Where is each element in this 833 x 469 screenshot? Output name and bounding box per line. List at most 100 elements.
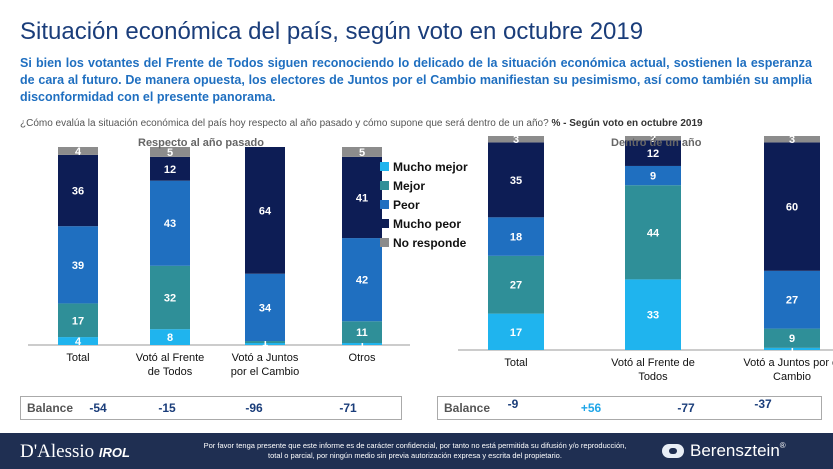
bar-value-label: 12 (647, 148, 659, 160)
bar-value-label: 27 (510, 280, 522, 292)
balance-value: -54 (89, 401, 107, 415)
bar-segment-no-responde (150, 147, 190, 157)
bar-segment-no-responde (488, 136, 544, 143)
bar-value-label: 1 (262, 337, 268, 349)
bar-segment-mucho-mejor (58, 337, 98, 345)
legend-item-mejor: Mejor (380, 176, 468, 195)
bar-value-label: 34 (259, 302, 272, 314)
bar-value-label: 12 (164, 164, 176, 176)
bar-value-label: 1 (359, 339, 365, 351)
category-tick-label: Otros (349, 352, 376, 364)
bar-value-label: 9 (789, 333, 795, 345)
legend-swatch (380, 219, 389, 228)
bar-segment-mejor (488, 255, 544, 314)
bar-value-label: 33 (647, 310, 659, 322)
bar-segment-no-responde (764, 136, 820, 143)
balance-value: -71 (339, 401, 357, 415)
bar-value-label: 27 (786, 295, 798, 307)
bar-segment-mucho-peor (342, 156, 382, 239)
bar-segment-no-responde (342, 147, 382, 157)
legend-item-mucho-peor: Mucho peor (380, 214, 468, 233)
bar-segment-mucho-peor (58, 154, 98, 227)
bar-value-label: 17 (72, 315, 84, 327)
category-tick-label: Votó al Frente de (611, 357, 695, 369)
category-tick-label: Votó a Juntos por el (743, 357, 833, 369)
bar-segment-peor (488, 217, 544, 256)
bar-value-label: 3 (789, 134, 795, 146)
bar-value-label: 18 (510, 232, 522, 244)
bar-value-label: 35 (510, 175, 522, 187)
bar-value-label: 43 (164, 218, 176, 230)
bar-segment-peor (625, 165, 681, 186)
balance-value: -96 (245, 401, 263, 415)
bar-value-label: 39 (72, 260, 84, 272)
bar-value-label: 1 (262, 339, 268, 351)
balance-value: -77 (677, 401, 695, 415)
bar-segment-peor (764, 270, 820, 329)
bar-segment-mucho-peor (625, 140, 681, 166)
bar-segment-mucho-peor (764, 142, 820, 271)
balance-box-right: Balance (437, 396, 822, 420)
left-chart-title: Respecto al año pasado (138, 137, 264, 149)
bar-value-label: 8 (167, 332, 173, 344)
bar-value-label: 11 (356, 327, 368, 339)
bar-value-label: 36 (72, 186, 84, 198)
bar-segment-mejor (150, 265, 190, 330)
legend-swatch (380, 200, 389, 209)
bar-segment-mejor (58, 303, 98, 338)
category-tick-label: Todos (638, 371, 668, 383)
bar-value-label: 5 (167, 147, 173, 159)
bar-segment-mucho-mejor (150, 329, 190, 345)
chart-legend: Mucho mejor Mejor Peor Mucho peor No res… (380, 157, 468, 252)
bar-value-label: 5 (359, 147, 365, 159)
bar-segment-no-responde (625, 136, 681, 141)
balance-label: Balance (27, 401, 74, 415)
bar-segment-mejor (625, 185, 681, 280)
legend-item-mucho-mejor: Mucho mejor (380, 157, 468, 176)
bar-value-label: 2 (650, 133, 656, 145)
bar-segment-mucho-mejor (342, 343, 382, 345)
balance-box-left: Balance (20, 396, 402, 420)
category-tick-label: Votó al Frente (136, 352, 205, 364)
bar-segment-mucho-peor (245, 147, 285, 274)
right-chart-title: Dentro de un año (611, 137, 702, 149)
page-title: Situación económica del país, según voto… (20, 18, 644, 45)
bar-segment-peor (245, 273, 285, 342)
bar-segment-mejor (764, 328, 820, 348)
bar-value-label: 60 (786, 202, 798, 214)
survey-question: ¿Cómo evalúa la situación económica del … (20, 118, 703, 129)
category-tick-label: de Todos (148, 366, 193, 378)
bar-segment-mucho-peor (488, 142, 544, 218)
legend-item-no-responde: No responde (380, 233, 468, 252)
bar-segment-mucho-mejor (488, 313, 544, 350)
category-tick-label: Cambio (773, 371, 811, 383)
bar-value-label: 64 (259, 205, 272, 217)
legend-swatch (380, 238, 389, 247)
bar-value-label: 44 (647, 227, 660, 239)
bar-segment-peor (58, 226, 98, 304)
bar-segment-peor (150, 180, 190, 266)
bar-segment-mejor (342, 321, 382, 344)
bar-segment-mejor (245, 341, 285, 344)
bar-segment-mucho-mejor (245, 343, 285, 345)
category-tick-label: por el Cambio (231, 366, 299, 378)
balance-value: -37 (754, 397, 772, 411)
category-tick-label: Total (66, 352, 89, 364)
bar-value-label: 1 (789, 344, 795, 356)
category-tick-label: Total (504, 357, 527, 369)
bar-value-label: 32 (164, 292, 176, 304)
berensztein-logo: Berensztein® (662, 441, 786, 461)
bar-value-label: 3 (513, 134, 519, 146)
bar-value-label: 41 (356, 192, 368, 204)
bar-value-label: 9 (650, 171, 656, 183)
balance-value: +56 (580, 401, 602, 415)
bar-segment-no-responde (58, 147, 98, 155)
balance-value: -15 (158, 401, 176, 415)
bar-segment-mucho-mejor (625, 279, 681, 350)
dalessio-logo: D'Alessio IROL (20, 441, 130, 462)
bar-segment-mucho-peor (150, 156, 190, 181)
footer-bar: D'Alessio IROL Por favor tenga presente … (0, 433, 833, 469)
balance-label: Balance (444, 401, 491, 415)
bar-value-label: 42 (356, 275, 368, 287)
